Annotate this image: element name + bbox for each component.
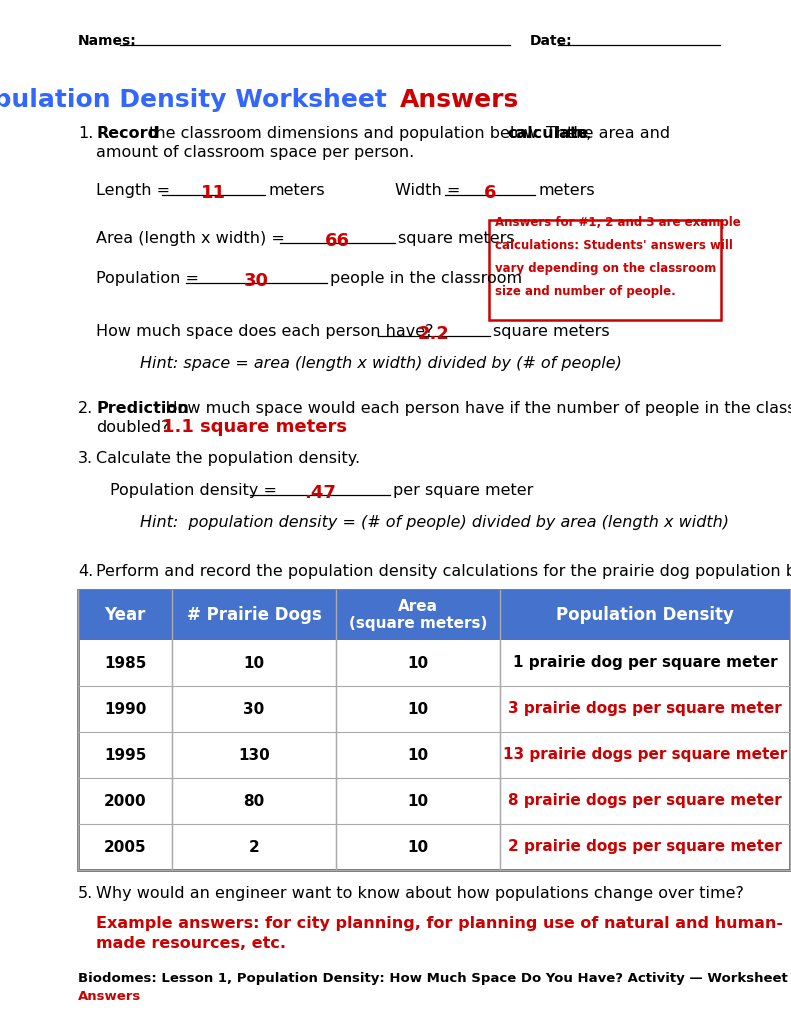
Text: 2.: 2.	[78, 401, 93, 416]
Text: Perform and record the population density calculations for the prairie dog popul: Perform and record the population densit…	[96, 564, 791, 579]
Text: 10: 10	[407, 655, 429, 671]
Bar	[489, 220, 721, 319]
Text: the area and: the area and	[562, 126, 670, 141]
Text: calculations: Students' answers will: calculations: Students' answers will	[495, 239, 733, 252]
Text: Names:: Names:	[78, 34, 137, 48]
Bar	[78, 778, 790, 824]
Text: meters: meters	[538, 183, 595, 198]
Text: 30: 30	[244, 701, 265, 717]
Text: the classroom dimensions and population below. Then,: the classroom dimensions and population …	[144, 126, 596, 141]
Text: Calculate the population density.: Calculate the population density.	[96, 451, 360, 466]
Text: Biodomes: Lesson 1, Population Density: How Much Space Do You Have? Activity — W: Biodomes: Lesson 1, Population Density: …	[78, 972, 788, 985]
Text: Hint: space = area (length x width) divided by (# of people): Hint: space = area (length x width) divi…	[140, 356, 622, 371]
Bar	[78, 640, 790, 686]
Bar	[500, 590, 790, 640]
Bar	[78, 590, 172, 640]
Text: Hint:  population density = (# of people) divided by area (length x width): Hint: population density = (# of people)…	[140, 515, 729, 530]
Text: 10: 10	[407, 701, 429, 717]
Text: 130: 130	[238, 748, 270, 763]
Text: Width =: Width =	[395, 183, 465, 198]
Text: 10: 10	[407, 794, 429, 809]
Text: 1990: 1990	[104, 701, 146, 717]
Text: 2005: 2005	[104, 840, 146, 854]
Text: size and number of people.: size and number of people.	[495, 285, 676, 298]
Text: 30: 30	[244, 272, 268, 290]
Text: per square meter: per square meter	[393, 483, 533, 498]
Text: 1.: 1.	[78, 126, 93, 141]
Text: 6: 6	[484, 184, 496, 202]
Bar	[78, 732, 790, 778]
Text: 2: 2	[248, 840, 259, 854]
Text: 11: 11	[200, 184, 225, 202]
Text: 1.1 square meters: 1.1 square meters	[162, 418, 347, 436]
Text: made resources, etc.: made resources, etc.	[96, 936, 286, 951]
Text: Area
(square meters): Area (square meters)	[349, 599, 487, 631]
Bar	[78, 590, 790, 870]
Text: 3.: 3.	[78, 451, 93, 466]
Text: 3 prairie dogs per square meter: 3 prairie dogs per square meter	[508, 701, 782, 717]
Bar	[172, 590, 336, 640]
Text: 10: 10	[407, 840, 429, 854]
Text: square meters: square meters	[493, 324, 610, 339]
Text: square meters: square meters	[398, 231, 515, 246]
Text: 4.: 4.	[78, 564, 93, 579]
Text: 1985: 1985	[104, 655, 146, 671]
Text: Answers: Answers	[400, 88, 519, 112]
Text: vary depending on the classroom: vary depending on the classroom	[495, 262, 716, 275]
Text: 2000: 2000	[104, 794, 146, 809]
Text: calculate: calculate	[507, 126, 589, 141]
Text: 80: 80	[244, 794, 265, 809]
Text: 66: 66	[324, 232, 350, 250]
Text: Population Density: Population Density	[556, 606, 734, 624]
Text: 5.: 5.	[78, 886, 93, 901]
Text: 2.2: 2.2	[418, 325, 450, 343]
Text: 10: 10	[244, 655, 264, 671]
Text: Date:: Date:	[530, 34, 573, 48]
Text: .47: .47	[304, 484, 336, 502]
Text: Example answers: for city planning, for planning use of natural and human-: Example answers: for city planning, for …	[96, 916, 783, 931]
Text: : How much space would each person have if the number of people in the class: : How much space would each person have …	[155, 401, 791, 416]
Text: Answers for #1, 2 and 3 are example: Answers for #1, 2 and 3 are example	[495, 216, 740, 229]
Bar	[78, 686, 790, 732]
Text: Population density =: Population density =	[110, 483, 282, 498]
Text: doubled?: doubled?	[96, 420, 169, 435]
Text: amount of classroom space per person.: amount of classroom space per person.	[96, 145, 414, 160]
Text: 13 prairie dogs per square meter: 13 prairie dogs per square meter	[503, 748, 787, 763]
Text: 1995: 1995	[104, 748, 146, 763]
Text: Population =: Population =	[96, 271, 204, 286]
Text: Record: Record	[96, 126, 159, 141]
Text: Prediction: Prediction	[96, 401, 189, 416]
Text: meters: meters	[268, 183, 324, 198]
Text: Area (length x width) =: Area (length x width) =	[96, 231, 290, 246]
Text: 10: 10	[407, 748, 429, 763]
Text: How much space does each person have?: How much space does each person have?	[96, 324, 439, 339]
Text: people in the classroom: people in the classroom	[330, 271, 522, 286]
Text: Answers: Answers	[78, 990, 142, 1002]
Text: 1 prairie dog per square meter: 1 prairie dog per square meter	[513, 655, 778, 671]
Text: Length =: Length =	[96, 183, 176, 198]
Bar	[78, 824, 790, 870]
Text: Why would an engineer want to know about how populations change over time?: Why would an engineer want to know about…	[96, 886, 744, 901]
Bar	[336, 590, 500, 640]
Text: 8 prairie dogs per square meter: 8 prairie dogs per square meter	[508, 794, 782, 809]
Text: # Prairie Dogs: # Prairie Dogs	[187, 606, 321, 624]
Text: Population Density Worksheet: Population Density Worksheet	[0, 88, 396, 112]
Text: 2 prairie dogs per square meter: 2 prairie dogs per square meter	[508, 840, 782, 854]
Text: Year: Year	[104, 606, 146, 624]
